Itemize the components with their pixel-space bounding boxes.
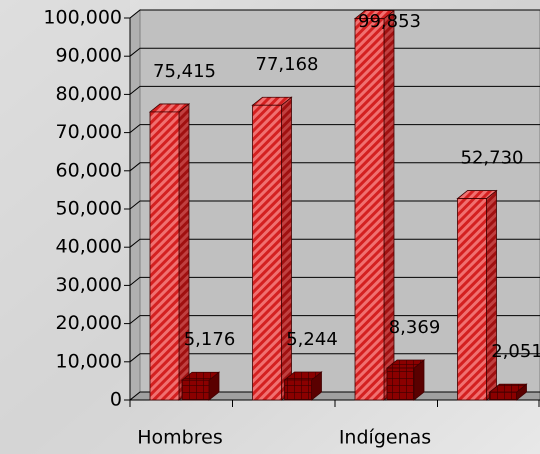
y-tick-label: 70,000 [56, 121, 122, 143]
grid-line [129, 85, 540, 95]
data-label: 2,051 [491, 341, 540, 362]
bar [148, 103, 191, 401]
bar [456, 189, 498, 401]
bar-front [149, 111, 180, 401]
bar-front [284, 379, 312, 401]
y-tick-label: 30,000 [56, 274, 122, 296]
data-label: 75,415 [153, 61, 216, 82]
grid-line [129, 47, 540, 57]
y-tick-label: 40,000 [56, 236, 122, 258]
bar-front [181, 379, 210, 401]
bar [488, 383, 528, 401]
x-tick-label: Hombres [137, 427, 222, 449]
y-tick-label: 10,000 [56, 350, 122, 372]
bar-front [457, 198, 487, 401]
bar-side [281, 96, 292, 401]
grid-line [129, 124, 540, 133]
bar [251, 96, 293, 401]
grid-line [129, 9, 540, 19]
data-label: 5,176 [184, 329, 236, 350]
grid-line [129, 276, 540, 286]
data-label: 99,853 [358, 11, 421, 32]
bar-front [354, 18, 385, 401]
grid-line [129, 238, 540, 248]
y-tick-label: 90,000 [56, 45, 122, 67]
bar-side [383, 9, 395, 401]
y-tick-label: 100,000 [43, 7, 122, 29]
data-label: 8,369 [389, 317, 441, 338]
x-tick-label: Indígenas [339, 427, 431, 449]
y-tick-label: 50,000 [56, 198, 122, 220]
y-tick-label: 80,000 [56, 83, 122, 105]
grid-line [129, 162, 540, 172]
data-label: 5,244 [286, 329, 338, 350]
y-tick-label: 0 [110, 389, 122, 411]
grid-line [129, 200, 540, 210]
bar-front [252, 104, 282, 401]
y-tick-label: 60,000 [56, 159, 122, 181]
grid-line [129, 315, 540, 324]
y-tick-label: 20,000 [56, 312, 122, 334]
bar [283, 371, 323, 401]
data-label: 52,730 [461, 148, 524, 169]
bar [385, 359, 426, 401]
bar [180, 371, 221, 401]
bar-side [486, 189, 497, 401]
data-label: 77,168 [256, 54, 319, 75]
bar-front [386, 367, 415, 401]
left-band [0, 0, 130, 454]
grid-line [129, 353, 540, 363]
bar [353, 9, 396, 401]
bar-front [489, 391, 517, 401]
bar-side [178, 103, 190, 401]
